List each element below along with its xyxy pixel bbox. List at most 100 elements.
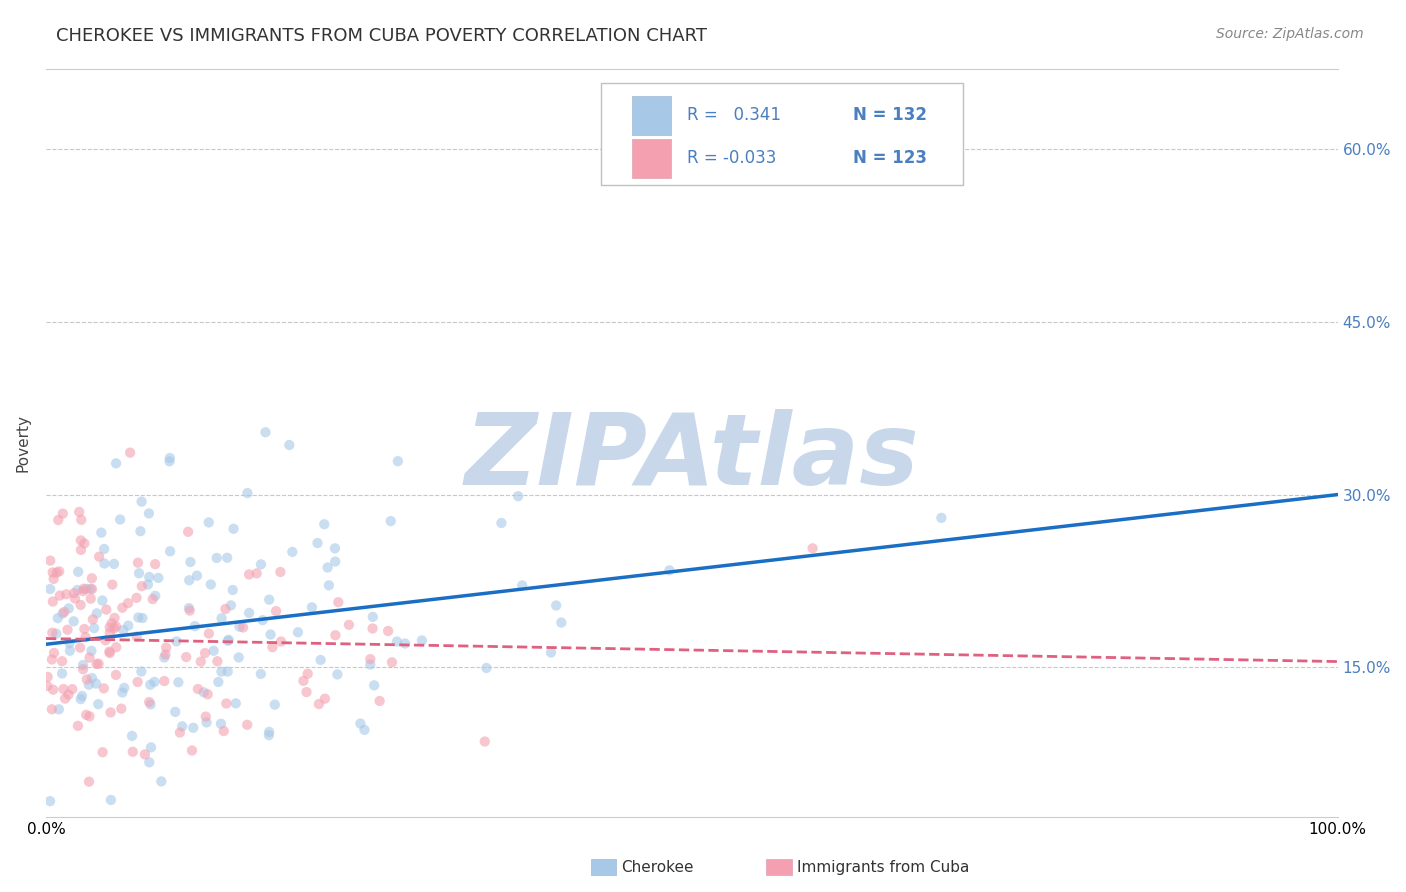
Point	[127, 556, 149, 570]
Point	[246, 566, 269, 581]
Point	[475, 661, 498, 675]
Point	[323, 541, 346, 556]
Point	[83, 621, 105, 635]
Point	[363, 678, 385, 692]
Point	[349, 716, 371, 731]
Point	[72, 658, 94, 673]
Point	[110, 701, 132, 715]
Point	[69, 598, 91, 612]
Point	[193, 685, 215, 699]
Point	[211, 611, 233, 625]
Point	[169, 725, 191, 739]
Point	[112, 681, 135, 695]
Point	[546, 599, 568, 613]
Point	[153, 674, 176, 689]
Point	[155, 648, 177, 662]
Point	[62, 615, 84, 629]
Point	[80, 571, 103, 585]
Point	[138, 756, 160, 770]
Point	[69, 640, 91, 655]
Point	[59, 644, 82, 658]
Point	[217, 550, 239, 565]
Point	[125, 630, 148, 644]
Point	[46, 611, 69, 625]
Point	[153, 650, 176, 665]
Point	[228, 650, 250, 665]
Point	[931, 511, 953, 525]
Y-axis label: Poverty: Poverty	[15, 414, 30, 472]
Point	[105, 619, 128, 633]
Point	[381, 655, 404, 669]
Point	[142, 592, 165, 607]
Point	[179, 604, 201, 618]
Point	[139, 678, 162, 692]
Point	[45, 566, 67, 580]
Point	[287, 625, 309, 640]
Point	[103, 621, 125, 635]
Point	[103, 557, 125, 571]
Point	[42, 572, 65, 586]
Point	[179, 555, 201, 569]
Point	[42, 682, 65, 697]
Point	[87, 657, 110, 671]
Point	[69, 692, 91, 706]
Point	[94, 633, 117, 648]
Point	[197, 516, 219, 530]
Point	[236, 718, 259, 732]
Point	[48, 702, 70, 716]
Point	[93, 557, 115, 571]
Point	[198, 626, 221, 640]
Point	[217, 665, 239, 679]
Point	[39, 554, 62, 568]
Point	[281, 545, 304, 559]
Point	[98, 645, 121, 659]
Point	[215, 697, 238, 711]
Point	[262, 640, 284, 655]
Point	[259, 627, 281, 641]
Point	[353, 723, 375, 737]
Point	[316, 560, 339, 574]
Point	[93, 541, 115, 556]
Point	[138, 507, 160, 521]
Point	[66, 582, 89, 597]
Point	[184, 619, 207, 633]
Point	[39, 582, 62, 596]
Point	[86, 657, 108, 671]
Point	[194, 709, 217, 723]
Point	[540, 646, 562, 660]
Point	[159, 450, 181, 465]
FancyBboxPatch shape	[602, 84, 963, 185]
Point	[394, 636, 416, 650]
Point	[194, 646, 217, 660]
Point	[318, 578, 340, 592]
Point	[77, 774, 100, 789]
Point	[41, 702, 63, 716]
Point	[100, 706, 122, 720]
Point	[112, 623, 135, 637]
Point	[52, 607, 75, 621]
Text: N = 132: N = 132	[853, 106, 928, 124]
Point	[52, 681, 75, 696]
Point	[292, 673, 315, 688]
Point	[323, 555, 346, 569]
Point	[89, 549, 111, 564]
Point	[387, 454, 409, 468]
Point	[139, 698, 162, 712]
Point	[108, 512, 131, 526]
Bar	[633, 138, 671, 178]
Point	[80, 582, 103, 596]
Point	[46, 513, 69, 527]
Point	[214, 602, 236, 616]
Point	[326, 667, 349, 681]
Point	[37, 679, 59, 693]
Point	[314, 517, 336, 532]
Point	[325, 628, 347, 642]
Point	[67, 565, 90, 579]
Point	[218, 632, 240, 647]
Point	[67, 505, 90, 519]
Point	[66, 719, 89, 733]
Point	[187, 681, 209, 696]
Point	[139, 740, 162, 755]
Point	[385, 634, 408, 648]
Point	[179, 574, 201, 588]
